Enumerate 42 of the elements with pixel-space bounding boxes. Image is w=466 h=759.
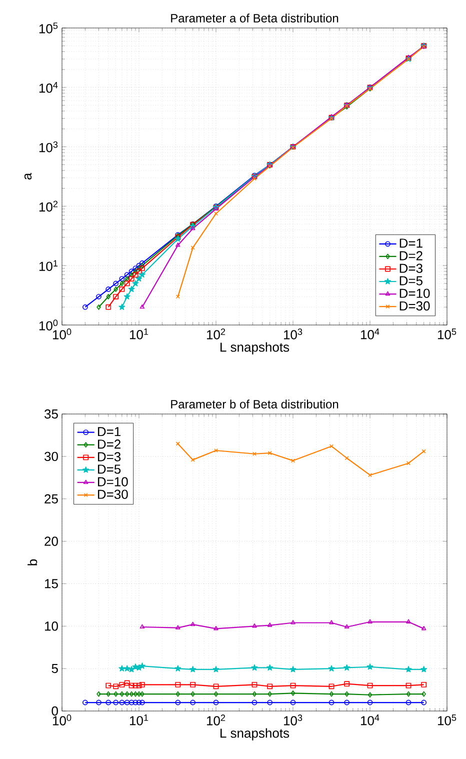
legend-label: D=2 bbox=[400, 251, 422, 260]
x-axis-title: L snapshots bbox=[220, 342, 290, 354]
x-tick-label: 10$^{3}$ bbox=[284, 714, 302, 726]
legend-label: D=10 bbox=[98, 477, 128, 486]
y-axis-title: b bbox=[28, 559, 38, 566]
x-tick-label: 10$^{5}$ bbox=[438, 714, 456, 726]
y-tick-label: 35 bbox=[44, 409, 58, 419]
legend-label: D=5 bbox=[400, 276, 422, 286]
legend-label: D=2 bbox=[98, 440, 120, 449]
y-tick-label: 15 bbox=[44, 579, 58, 588]
y-tick-label: 10$^{2}$ bbox=[39, 200, 58, 212]
legend-label: D=3 bbox=[400, 264, 422, 273]
x-tick-label: 10$^{1}$ bbox=[130, 714, 148, 726]
y-tick-label: 10$^{0}$ bbox=[39, 320, 58, 330]
x-tick-label: 10$^{4}$ bbox=[360, 714, 380, 726]
legend-label: D=1 bbox=[98, 427, 121, 436]
chart-title: Parameter b of Beta distribution bbox=[171, 400, 338, 408]
x-tick-label: 10$^{2}$ bbox=[206, 714, 226, 726]
y-tick-label: 25 bbox=[44, 494, 58, 504]
legend-label: D=10 bbox=[400, 288, 430, 298]
legend-label: D=5 bbox=[98, 464, 121, 474]
y-tick-label: 10$^{4}$ bbox=[39, 82, 58, 93]
legend-label: D=1 bbox=[400, 238, 422, 248]
y-tick-label: 10 bbox=[44, 622, 58, 631]
y-tick-label: 10$^{5}$ bbox=[39, 22, 58, 34]
legend-label: D=30 bbox=[98, 490, 128, 499]
x-tick-label: 10$^{2}$ bbox=[206, 328, 226, 340]
y-tick-label: 10$^{3}$ bbox=[39, 141, 58, 152]
y-tick-label: 0 bbox=[52, 706, 58, 716]
x-axis-title: L snapshots bbox=[220, 728, 290, 740]
x-tick-label: 10$^{3}$ bbox=[284, 328, 302, 340]
y-tick-label: 5 bbox=[52, 664, 58, 674]
legend-label: D=30 bbox=[400, 301, 430, 311]
y-tick-label: 10$^{1}$ bbox=[39, 260, 58, 271]
legend-label: D=3 bbox=[98, 452, 121, 462]
y-axis-title: a bbox=[24, 172, 32, 180]
y-tick-label: 20 bbox=[44, 536, 58, 546]
chart-title: Parameter a of Beta distribution bbox=[171, 14, 338, 22]
y-tick-label: 30 bbox=[44, 452, 58, 462]
x-tick-label: 10$^{5}$ bbox=[438, 328, 456, 340]
x-tick-label: 10$^{4}$ bbox=[360, 328, 380, 340]
x-tick-label: 10$^{1}$ bbox=[130, 328, 148, 340]
